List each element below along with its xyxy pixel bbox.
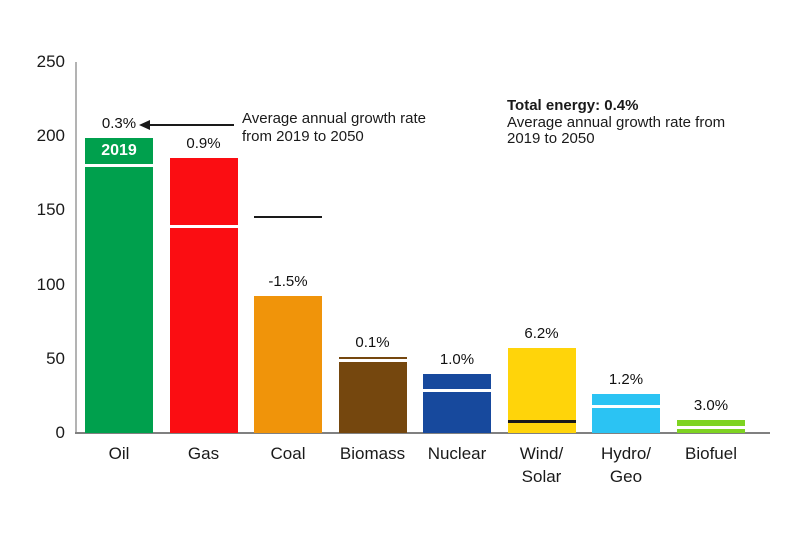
total-energy-title: Total energy: 0.4% xyxy=(507,97,639,114)
total-energy-line1: Average annual growth rate from xyxy=(507,113,726,131)
bar-wind-solar xyxy=(507,348,576,433)
y-tick-label-100: 100 xyxy=(36,274,65,294)
category-label-oil: Oil xyxy=(74,442,164,465)
category-label-wind-solar: Wind/Solar xyxy=(497,442,587,488)
category-label-coal: Coal xyxy=(243,442,333,465)
marker-2019-gas xyxy=(169,225,238,229)
category-label-hydro-geo: Hydro/Geo xyxy=(581,442,671,488)
total-energy-line2: 2019 to 2050 xyxy=(507,130,595,147)
inside-bar-2019-label: 2019 xyxy=(101,141,137,159)
marker-2019-hydro-geo xyxy=(592,404,660,408)
category-label-nuclear: Nuclear xyxy=(412,442,502,465)
growth-rate-annotation: Average annual growth rate from 2019 to … xyxy=(242,110,426,145)
marker-2019-nuclear xyxy=(423,389,491,393)
bar-biomass xyxy=(338,357,407,433)
growth-rate-annotation-line2: from 2019 to 2050 xyxy=(242,127,364,145)
growth-label-gas: 0.9% xyxy=(186,135,221,153)
arrow-annotation-line xyxy=(149,124,234,126)
bar-nuclear xyxy=(423,373,491,433)
category-label-line: Coal xyxy=(270,444,306,463)
category-label-line: Biofuel xyxy=(685,444,737,463)
category-label-biomass: Biomass xyxy=(328,442,418,465)
growth-label-coal: -1.5% xyxy=(268,273,308,291)
category-label-line: Wind/ xyxy=(519,444,564,463)
category-label-line: Hydro/ xyxy=(600,444,652,463)
y-tick-label-50: 50 xyxy=(46,348,65,368)
growth-rate-annotation-line1: Average annual growth rate xyxy=(242,110,427,127)
bar-gas xyxy=(169,158,238,433)
x-axis-line xyxy=(75,432,770,434)
y-tick-label-200: 200 xyxy=(36,126,65,146)
category-label-biofuel: Biofuel xyxy=(666,442,756,465)
bar-coal xyxy=(254,296,322,433)
growth-label-oil: 0.3% xyxy=(101,114,137,132)
category-label-line: Gas xyxy=(187,444,220,463)
growth-label-biofuel: 3.0% xyxy=(693,396,729,414)
bar-oil xyxy=(85,137,153,433)
total-energy-annotation: Total energy: 0.4% Average annual growth… xyxy=(507,97,726,148)
bar-hydro-geo xyxy=(592,393,660,433)
marker-2019-coal xyxy=(254,216,322,219)
category-label-line: Nuclear xyxy=(427,444,487,463)
y-tick-label-0: 0 xyxy=(55,423,65,442)
marker-2019-biofuel xyxy=(677,426,745,430)
y-tick-label-150: 150 xyxy=(36,200,65,220)
category-label-gas: Gas xyxy=(159,442,249,465)
marker-2019-oil xyxy=(85,164,153,168)
arrow-left-icon xyxy=(139,120,150,130)
marker-2019-biomass xyxy=(338,358,407,362)
growth-label-nuclear: 1.0% xyxy=(439,350,475,368)
growth-label-biomass: 0.1% xyxy=(355,334,390,352)
growth-label-wind-solar: 6.2% xyxy=(524,325,559,343)
y-tick-label-250: 250 xyxy=(36,52,65,71)
category-label-line: Biomass xyxy=(339,444,406,463)
category-label-line: Solar xyxy=(521,467,562,486)
category-label-line: Geo xyxy=(609,467,643,486)
growth-label-hydro-geo: 1.2% xyxy=(608,370,644,388)
y-axis-line xyxy=(75,62,77,433)
category-label-line: Oil xyxy=(108,444,130,463)
marker-2019-wind-solar xyxy=(507,419,576,423)
